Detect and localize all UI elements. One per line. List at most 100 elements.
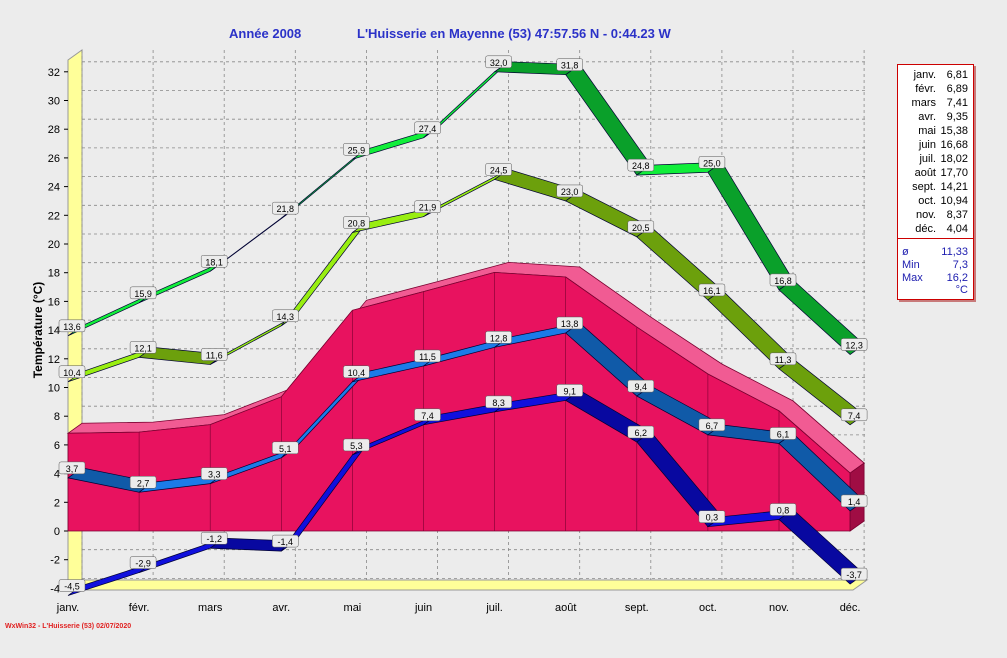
x-tick-label: avr. [272,602,290,614]
data-label-box [129,286,157,300]
data-label: 0,3 [706,513,719,523]
data-label-box [129,556,157,569]
y-tick-label: 2 [54,497,60,509]
data-label: 20,5 [632,223,650,233]
data-label: 0,8 [777,506,790,516]
data-label-box [129,341,157,354]
legend-month-value: 17,70 [940,167,968,179]
legend-month-label: août [914,167,936,179]
legend-month-label: oct. [918,195,936,207]
data-label: 27,4 [419,124,437,134]
data-label: 6,7 [706,421,719,431]
data-label-box [272,534,299,548]
data-label: 6,2 [635,428,648,438]
data-label: 24,5 [490,165,508,175]
data-label: 2,7 [137,478,150,488]
data-label-box [343,365,370,379]
legend-month-value: 15,38 [940,125,968,137]
legend-month-value: 18,02 [940,153,968,165]
x-tick-label: déc. [840,602,861,614]
y-tick-label: 32 [48,67,60,79]
data-label-box [58,579,86,592]
y-tick-label: 18 [48,268,60,280]
data-label: 3,7 [66,464,79,474]
legend-month-row: avr. 9,35 [902,110,968,124]
x-tick-label: févr. [129,602,150,614]
max-series-ribbon [707,161,794,291]
x-tick-label: nov. [769,602,789,614]
x-tick-label: sept. [625,602,649,614]
y-tick-label: 20 [48,239,60,251]
x-tick-label: août [555,602,576,614]
data-label: 9,1 [563,386,576,396]
data-label: 18,1 [205,257,223,267]
data-label: 11,5 [419,352,436,362]
legend-separator [898,238,973,239]
legend-month-value: 8,37 [946,209,968,221]
data-label-box [200,348,228,361]
y-tick-label: 16 [48,296,60,308]
data-label: 31,8 [561,61,579,71]
legend-max-value: 16,2 [946,272,968,284]
data-label-box [414,349,441,363]
legend-month-label: janv. [913,69,936,81]
legend-month-value: 16,68 [940,139,968,151]
data-label-box [769,427,797,440]
data-label: 24,8 [632,161,650,171]
y-tick-label: 6 [54,440,60,452]
monthly-mean-legend: janv. 6,81 févr. 6,89 mars 7,41 avr. 9,35 mai 15,… [897,64,974,300]
legend-month-value: 6,89 [946,83,968,95]
legend-month-label: mai [918,125,936,137]
data-label-box [698,283,726,297]
legend-month-row: août 17,70 [902,166,968,180]
data-label-box [58,365,86,379]
legend-month-row: nov. 8,37 [902,208,968,222]
y-tick-label: 10 [48,383,60,395]
y-tick-label: 0 [54,526,60,538]
data-label: 7,4 [421,411,434,421]
legend-month-row: juin 16,68 [902,138,968,152]
data-label-box [840,338,868,351]
data-label: 10,4 [63,368,81,378]
data-label-box [58,319,86,333]
data-label: 12,3 [845,340,863,350]
floor-wall [66,579,869,591]
data-label-box [698,510,726,523]
data-label: 23,0 [561,187,579,197]
legend-min-row: Min 7,3 [902,259,968,272]
data-label: 32,0 [490,58,508,68]
data-label: -4,5 [64,582,80,592]
y-tick-label: 4 [54,469,60,481]
legend-month-value: 7,41 [946,97,968,109]
data-label-box [129,476,157,489]
data-label-box [414,200,441,213]
x-tick-label: janv. [56,602,79,614]
x-tick-label: mars [198,602,223,614]
max-series-ribbon [565,64,652,176]
y-tick-label: 28 [48,124,60,136]
y-tick-label: 14 [48,325,60,337]
legend-unit: °C [955,284,968,296]
legend-avg-label: ø [902,246,909,258]
data-label: 13,6 [63,322,81,332]
legend-min-label: Min [902,259,920,271]
legend-month-row: oct. 10,94 [902,194,968,208]
data-label: 1,4 [848,497,861,507]
legend-month-row: juil. 18,02 [902,152,968,166]
data-label: 25,9 [348,145,366,155]
legend-month-label: nov. [916,209,936,221]
legend-month-value: 6,81 [946,69,968,81]
legend-month-value: 9,35 [946,111,968,123]
data-label-box [698,418,726,432]
legend-month-label: juin [918,139,936,151]
data-label: 3,3 [208,470,221,480]
legend-month-label: févr. [915,83,936,95]
data-label-box [627,220,655,234]
data-label: 20,8 [348,219,366,229]
data-label-box [627,425,655,439]
legend-month-row: mars 7,41 [902,96,968,110]
data-label: 21,9 [419,203,437,213]
legend-avg-row: ø 11,33 [902,246,968,259]
x-tick-label: juin [414,602,432,614]
legend-min-value: 7,3 [952,259,968,271]
